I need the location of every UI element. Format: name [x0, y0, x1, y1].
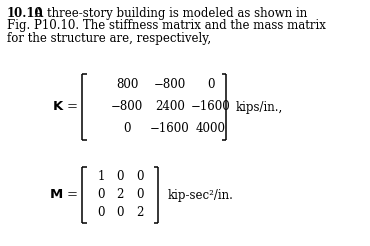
Text: −800: −800: [111, 101, 143, 113]
Text: 0: 0: [97, 206, 105, 219]
Text: 4000: 4000: [196, 123, 226, 136]
Text: Fig. P10.10. The stiffness matrix and the mass matrix: Fig. P10.10. The stiffness matrix and th…: [7, 19, 326, 32]
Text: 0: 0: [123, 123, 131, 136]
Text: 1: 1: [97, 170, 105, 184]
Text: 800: 800: [116, 78, 138, 92]
Text: 0: 0: [136, 188, 144, 201]
Text: for the structure are, respectively,: for the structure are, respectively,: [7, 32, 211, 45]
Text: 2: 2: [136, 206, 144, 219]
Text: −1600: −1600: [150, 123, 190, 136]
Text: 2: 2: [116, 188, 124, 201]
Text: $\mathbf{M}$ =: $\mathbf{M}$ =: [49, 188, 78, 201]
Text: $\mathbf{K}$ =: $\mathbf{K}$ =: [52, 101, 78, 113]
Text: 2400: 2400: [155, 101, 185, 113]
Text: 0: 0: [116, 170, 124, 184]
Text: A three-story building is modeled as shown in: A three-story building is modeled as sho…: [31, 7, 307, 20]
Text: kips/in.,: kips/in.,: [236, 101, 283, 113]
Text: 0: 0: [97, 188, 105, 201]
Text: −1600: −1600: [191, 101, 231, 113]
Text: 10.10: 10.10: [7, 7, 44, 20]
Text: 0: 0: [116, 206, 124, 219]
Text: kip-sec²/in.: kip-sec²/in.: [168, 188, 234, 201]
Text: 0: 0: [207, 78, 215, 92]
Text: −800: −800: [154, 78, 186, 92]
Text: 0: 0: [136, 170, 144, 184]
